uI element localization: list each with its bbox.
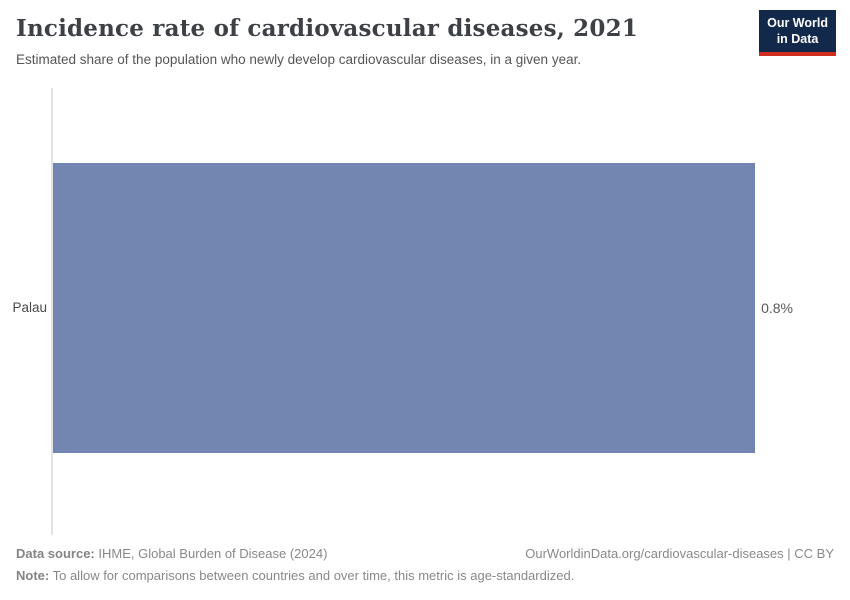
chart-title: Incidence rate of cardiovascular disease… [16,15,638,42]
bar-palau[interactable] [53,163,756,453]
owid-logo: Our World in Data [759,10,836,57]
data-source-label: Data source: [16,546,95,561]
owid-url-license-link[interactable]: OurWorldinData.org/cardiovascular-diseas… [525,546,834,561]
chart-subtitle: Estimated share of the population who ne… [16,52,582,67]
data-source-line: Data source: IHME, Global Burden of Dise… [16,546,327,561]
entity-label-palau: Palau [12,300,47,315]
y-axis-line [51,88,53,535]
footer: Data source: IHME, Global Burden of Dise… [16,546,834,561]
note-label: Note: [16,568,50,583]
value-label-palau: 0.8% [761,300,793,316]
bar-row-palau: 0.8% [53,163,793,453]
owid-logo-line2: in Data [776,31,819,46]
owid-logo-line1: Our World [767,16,828,30]
note-text: To allow for comparisons between countri… [52,568,575,583]
note-line: Note: To allow for comparisons between c… [16,568,574,583]
license-line: OurWorldinData.org/cardiovascular-diseas… [525,546,834,561]
data-source-text: IHME, Global Burden of Disease (2024) [98,546,328,561]
